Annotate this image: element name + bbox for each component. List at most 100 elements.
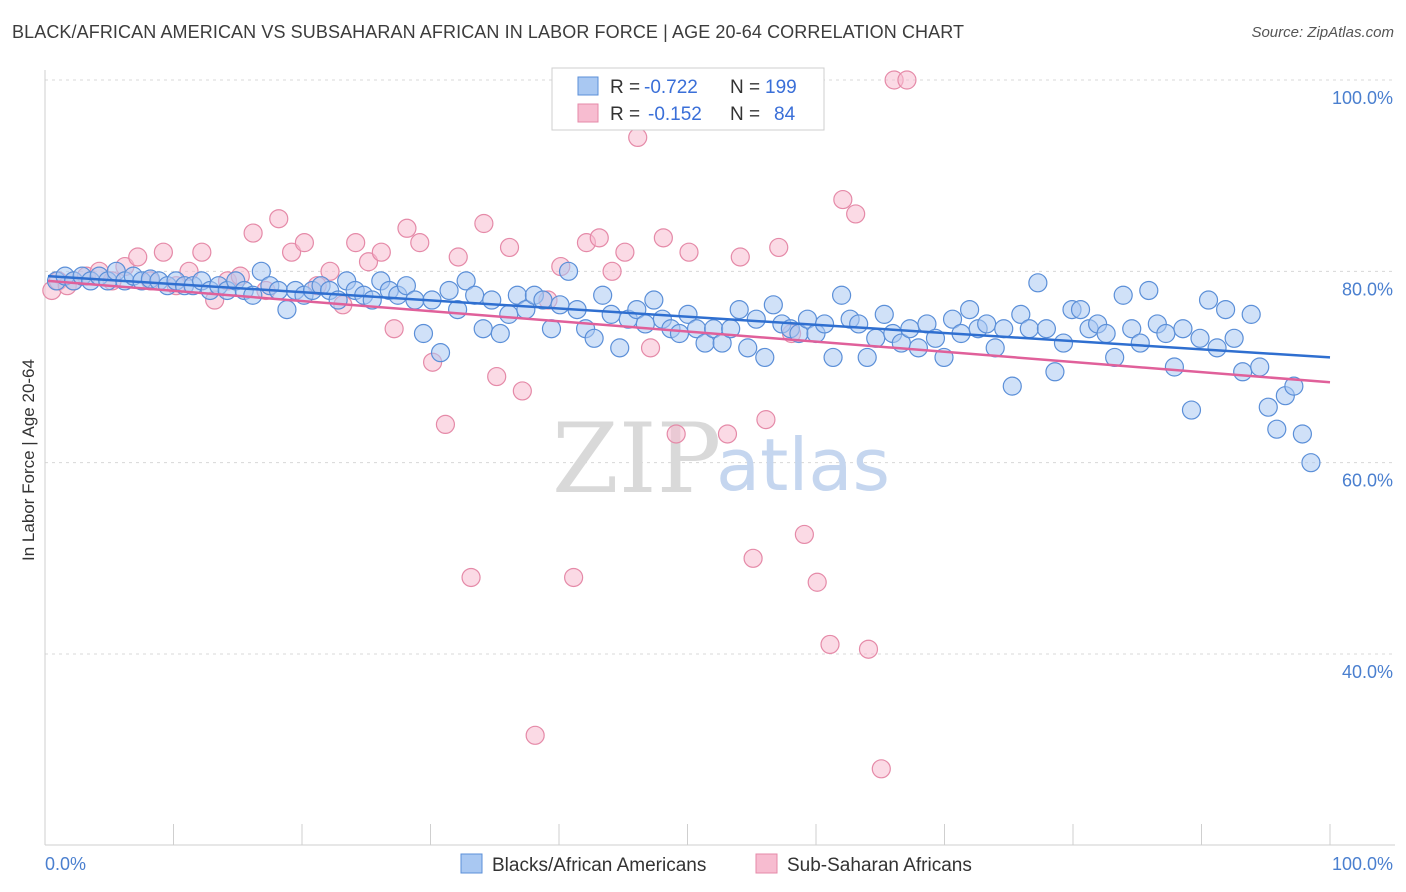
sub-saharan-point — [525, 725, 545, 745]
sub-saharan-point — [243, 223, 263, 243]
bottom-legend: Blacks/African Americans Sub-Saharan Afr… — [460, 853, 972, 876]
sub-saharan-point — [269, 209, 289, 229]
blacks-point — [678, 304, 698, 324]
sub-saharan-point — [564, 567, 584, 588]
blacks-point — [430, 343, 451, 363]
blacks-point — [1173, 319, 1193, 339]
blacks-point — [823, 347, 843, 368]
watermark: ZIP atlas — [552, 403, 890, 515]
sub-saharan-point — [499, 237, 520, 258]
blacks-point — [1267, 419, 1287, 439]
sub-saharan-point — [897, 70, 917, 90]
blacks-point — [593, 285, 613, 305]
blacks-point — [1096, 323, 1116, 344]
blacks-point — [1292, 424, 1313, 444]
sub-saharan-point — [730, 247, 750, 267]
gridlines — [45, 79, 1395, 655]
sub-saharan-point — [743, 548, 763, 568]
blacks-point — [584, 328, 604, 348]
legend-r-label-2: R = — [610, 104, 640, 125]
trend-line-sub-saharan — [47, 279, 1331, 384]
blacks-point — [1028, 273, 1048, 293]
sub-saharan-point — [666, 424, 686, 444]
blacks-point — [849, 314, 869, 334]
sub-saharan-point — [281, 242, 302, 262]
blacks-point — [1070, 300, 1091, 320]
sub-saharan-point — [448, 247, 468, 267]
blacks-point — [558, 261, 579, 281]
blacks-point — [1241, 304, 1261, 324]
blacks-point — [396, 276, 416, 296]
blacks-point — [635, 314, 655, 334]
sub-saharan-point — [346, 233, 366, 253]
y-tick-label: 60.0% — [1342, 471, 1393, 491]
blacks-point — [755, 347, 775, 368]
sub-saharan-point — [794, 524, 814, 545]
blacks-point — [482, 290, 502, 310]
sub-saharan-point — [717, 424, 738, 444]
blacks-point — [1156, 323, 1176, 344]
sub-saharan-point — [679, 242, 699, 262]
sub-saharan-point — [461, 567, 481, 588]
blacks-point — [763, 295, 783, 315]
sub-saharan-point — [435, 414, 456, 434]
sub-saharan-point — [371, 242, 391, 262]
blacks-point — [1053, 333, 1074, 353]
blacks-point — [490, 323, 510, 344]
blacks-point — [857, 347, 877, 368]
blacks-point — [413, 323, 434, 344]
sub-saharan-point — [833, 189, 853, 210]
blacks-point — [1233, 362, 1253, 382]
blacks-point — [1122, 319, 1142, 339]
chart-title: BLACK/AFRICAN AMERICAN VS SUBSAHARAN AFR… — [12, 22, 965, 42]
blacks-point — [1284, 376, 1304, 396]
legend-swatch-pink — [577, 103, 599, 123]
blacks-point — [1113, 285, 1133, 305]
blacks-point — [1181, 400, 1202, 420]
sub-saharan-point — [871, 759, 891, 779]
blacks-point — [1011, 304, 1031, 324]
blacks-point — [1258, 397, 1278, 417]
blacks-point — [277, 300, 297, 320]
sub-saharan-point — [487, 366, 507, 387]
sub-saharan-point — [640, 338, 661, 358]
legend-r-value-1: -0.722 — [644, 77, 698, 98]
blacks-point — [908, 338, 929, 358]
blacks-point — [499, 304, 519, 324]
blacks-point — [1215, 300, 1236, 320]
blacks-point — [669, 323, 690, 344]
sub-saharan-point — [756, 410, 776, 430]
chart-source: Source: ZipAtlas.com — [1251, 24, 1394, 41]
blacks-point — [1198, 290, 1219, 310]
sub-saharan-point — [512, 381, 532, 401]
blacks-point — [1164, 357, 1185, 377]
y-tick-label: 80.0% — [1342, 279, 1393, 299]
legend-r-label-1: R = — [610, 77, 640, 98]
sub-saharan-point — [589, 228, 609, 248]
blacks-point — [1301, 453, 1321, 473]
blacks-point — [831, 285, 852, 305]
blacks-point — [1130, 333, 1150, 353]
blacks-point — [977, 314, 997, 334]
sub-saharan-point — [858, 639, 879, 659]
blacks-point — [1036, 319, 1057, 339]
watermark-zip: ZIP — [552, 403, 721, 515]
axes — [44, 70, 1395, 846]
blacks-point — [729, 300, 749, 320]
sub-saharan-point — [653, 228, 673, 248]
sub-saharan-point — [769, 237, 789, 258]
blacks-point — [738, 338, 758, 358]
sub-saharan-point — [397, 218, 417, 238]
blacks-point — [644, 290, 664, 310]
blacks-point — [942, 309, 963, 329]
y-axis-label: In Labor Force | Age 20-64 — [19, 359, 38, 561]
sub-saharan-point — [294, 233, 314, 253]
blacks-point — [874, 304, 894, 324]
sub-saharan-point — [153, 242, 173, 262]
trend-lines — [47, 274, 1331, 384]
legend-n-label-2: N = — [730, 104, 760, 125]
blacks-point — [1207, 338, 1227, 358]
blacks-point — [550, 295, 570, 315]
blacks-point — [1250, 357, 1270, 377]
